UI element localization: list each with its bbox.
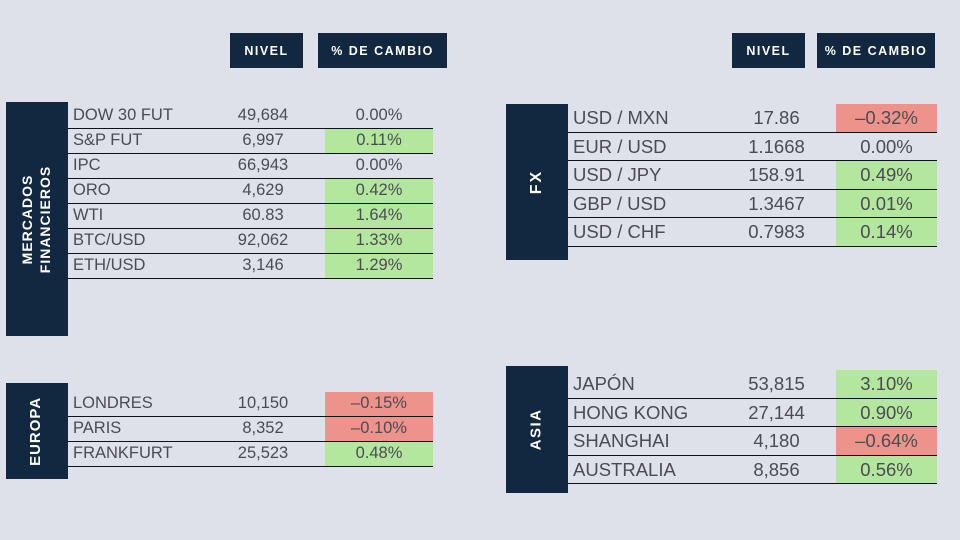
change-value: 0.01% xyxy=(836,189,937,217)
instrument-label: PARIS xyxy=(73,419,122,437)
instrument-label: ETH/USD xyxy=(73,256,146,274)
table-row: S&P FUT 6,997 0.11% xyxy=(68,129,433,154)
change-value: 0.48% xyxy=(325,442,433,466)
change-value: 3.10% xyxy=(836,370,937,398)
table-row: PARIS 8,352 –0.10% xyxy=(68,417,433,442)
instrument-label: EUR / USD xyxy=(573,135,667,157)
instrument-label: USD / MXN xyxy=(573,107,669,128)
section-label-europa: EUROPA xyxy=(6,383,68,479)
table-row: BTC/USD 92,062 1.33% xyxy=(68,229,433,254)
section-title: FX xyxy=(527,169,545,195)
asia-table: JAPÓN 53,815 3.10% HONG KONG 27,144 0.90… xyxy=(568,370,937,484)
section-label-asia: ASIA xyxy=(506,366,568,493)
instrument-label: GBP / USD xyxy=(573,192,667,214)
table-row: FRANKFURT 25,523 0.48% xyxy=(68,442,433,467)
section-label-mercados-financieros: MERCADOS FINANCIEROS xyxy=(6,102,68,336)
level-value: 10,150 xyxy=(237,394,289,412)
instrument-label: AUSTRALIA xyxy=(573,458,676,480)
table-row: ORO 4,629 0.42% xyxy=(68,179,433,204)
section-label-fx: FX xyxy=(506,104,568,260)
level-value: 92,062 xyxy=(237,231,289,249)
level-value: 27,144 xyxy=(748,401,805,423)
instrument-label: USD / CHF xyxy=(573,221,666,242)
change-header-button-right[interactable]: % DE CAMBIO xyxy=(817,33,935,68)
level-value: 8,856 xyxy=(753,458,800,480)
change-value: 0.00% xyxy=(860,135,913,157)
instrument-label: IPC xyxy=(73,156,101,174)
level-value: 49,684 xyxy=(237,106,289,124)
change-value: 0.14% xyxy=(836,218,937,246)
level-value: 25,523 xyxy=(237,444,289,462)
table-row: USD / MXN 17.86 –0.32% xyxy=(568,104,937,133)
fx-table: USD / MXN 17.86 –0.32% EUR / USD 1.1668 … xyxy=(568,104,937,247)
section-title: MERCADOS FINANCIEROS xyxy=(19,165,54,273)
section-title: ASIA xyxy=(527,408,545,451)
change-value: 1.29% xyxy=(325,254,433,278)
change-value: 0.49% xyxy=(836,161,937,189)
instrument-label: BTC/USD xyxy=(73,231,146,249)
instrument-label: SHANGHAI xyxy=(573,430,670,451)
change-value: –0.10% xyxy=(325,417,433,441)
table-row: USD / CHF 0.7983 0.14% xyxy=(568,218,937,247)
change-value: 1.64% xyxy=(325,204,433,228)
table-row: DOW 30 FUT 49,684 0.00% xyxy=(68,104,433,129)
table-row: AUSTRALIA 8,856 0.56% xyxy=(568,455,937,484)
level-value: 8,352 xyxy=(242,419,284,437)
mercados-financieros-table: DOW 30 FUT 49,684 0.00% S&P FUT 6,997 0.… xyxy=(68,104,433,279)
table-row: EUR / USD 1.1668 0.00% xyxy=(568,133,937,161)
change-value: 1.33% xyxy=(325,229,433,253)
level-value: 1.3467 xyxy=(748,192,805,214)
change-header-button-left[interactable]: % DE CAMBIO xyxy=(318,33,447,68)
change-value: 0.11% xyxy=(325,129,433,153)
level-value: 66,943 xyxy=(237,156,289,174)
level-value: 1.1668 xyxy=(748,135,805,157)
table-row: HONG KONG 27,144 0.90% xyxy=(568,398,937,427)
level-value: 4,629 xyxy=(242,181,284,199)
change-value: 0.00% xyxy=(355,106,403,124)
change-value: –0.15% xyxy=(325,392,433,416)
instrument-label: HONG KONG xyxy=(573,401,689,423)
change-value: –0.32% xyxy=(836,104,937,132)
level-value: 0.7983 xyxy=(748,221,805,242)
instrument-label: USD / JPY xyxy=(573,164,662,185)
level-value: 6,997 xyxy=(242,131,284,149)
table-row: SHANGHAI 4,180 –0.64% xyxy=(568,427,937,456)
change-value: 0.00% xyxy=(355,156,403,174)
level-value: 3,146 xyxy=(242,256,284,274)
level-value: 158.91 xyxy=(748,164,805,185)
table-row: ETH/USD 3,146 1.29% xyxy=(68,254,433,279)
instrument-label: S&P FUT xyxy=(73,131,143,149)
instrument-label: FRANKFURT xyxy=(73,444,173,462)
instrument-label: DOW 30 FUT xyxy=(73,106,173,124)
level-value: 60.83 xyxy=(242,206,284,224)
change-value: 0.56% xyxy=(836,455,937,483)
change-value: –0.64% xyxy=(836,427,937,455)
table-row: IPC 66,943 0.00% xyxy=(68,154,433,179)
table-row: JAPÓN 53,815 3.10% xyxy=(568,370,937,399)
change-value: 0.90% xyxy=(836,398,937,426)
europa-table: LONDRES 10,150 –0.15% PARIS 8,352 –0.10%… xyxy=(68,392,433,467)
change-value: 0.42% xyxy=(325,179,433,203)
instrument-label: JAPÓN xyxy=(573,373,635,394)
level-value: 17.86 xyxy=(753,107,800,128)
table-row: GBP / USD 1.3467 0.01% xyxy=(568,189,937,218)
table-row: WTI 60.83 1.64% xyxy=(68,204,433,229)
instrument-label: LONDRES xyxy=(73,394,153,412)
level-header-button-left[interactable]: NIVEL xyxy=(230,33,303,68)
instrument-label: WTI xyxy=(73,206,104,224)
level-value: 4,180 xyxy=(753,430,800,451)
section-title: EUROPA xyxy=(27,396,45,466)
instrument-label: ORO xyxy=(73,181,111,199)
table-row: USD / JPY 158.91 0.49% xyxy=(568,161,937,190)
level-header-button-right[interactable]: NIVEL xyxy=(732,33,805,68)
table-row: LONDRES 10,150 –0.15% xyxy=(68,392,433,417)
level-value: 53,815 xyxy=(748,373,805,394)
